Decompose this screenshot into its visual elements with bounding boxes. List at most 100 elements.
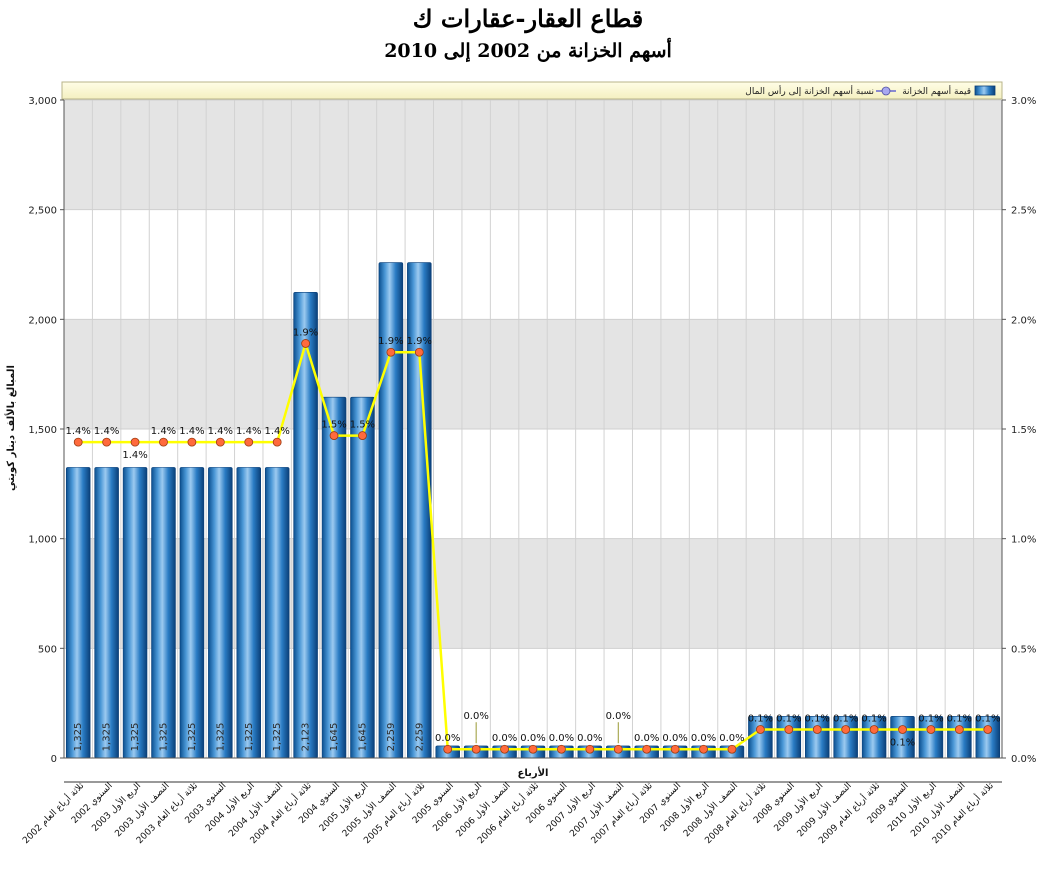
bar-value-label: 1,325 (130, 723, 141, 752)
x-tick-label: الربع الأول 2010 (885, 780, 939, 834)
y-tick-label: 2,500 (28, 206, 57, 217)
line-marker (841, 725, 851, 734)
line-marker (784, 725, 794, 734)
y-tick-label: 2,000 (28, 315, 57, 326)
line-value-label: 0.1% (748, 713, 773, 724)
y-tick-label: 500 (38, 644, 57, 655)
x-tick-label: الربع الأول 2006 (430, 780, 484, 834)
chart-title: قطاع العقار-عقارات ك (412, 4, 644, 33)
bar (236, 467, 261, 759)
line-marker (73, 437, 83, 447)
line-marker (102, 437, 112, 447)
y-tick-label: 1,000 (28, 535, 57, 546)
bar (350, 396, 375, 759)
line-marker (187, 437, 197, 447)
line-marker (926, 725, 936, 734)
y2-tick-label: 0.5% (1011, 644, 1036, 655)
bar (321, 396, 347, 759)
line-value-label: 1.4% (122, 450, 147, 461)
line-marker (130, 437, 140, 447)
bar-value-label: 2,259 (386, 723, 397, 752)
line-marker (528, 744, 538, 754)
y-tick-label: 3,000 (28, 96, 57, 107)
line-marker (983, 725, 993, 734)
line-value-label: 0.1% (861, 713, 886, 724)
bar (94, 467, 119, 759)
bar (179, 467, 205, 759)
y2-tick-label: 1.0% (1011, 535, 1036, 546)
line-marker (386, 347, 396, 357)
bar-value-label: 1,325 (158, 723, 169, 752)
bar-value-label: 1,645 (357, 723, 368, 752)
line-value-label: 0.0% (634, 733, 659, 744)
line-value-label: 0.0% (719, 733, 744, 744)
line-marker (812, 725, 822, 734)
line-value-label: 1.4% (94, 426, 119, 437)
line-marker (727, 744, 737, 754)
y-tick-label: 1,500 (28, 425, 57, 436)
line-value-label: 0.0% (662, 733, 687, 744)
line-marker (329, 431, 339, 440)
line-marker (443, 744, 453, 754)
line-value-label: 0.0% (520, 733, 545, 744)
bar (208, 467, 233, 759)
line-value-label: 1.9% (378, 336, 403, 347)
line-value-label: 0.0% (577, 733, 602, 744)
line-marker (954, 725, 964, 734)
y2-tick-label: 2.0% (1011, 315, 1036, 326)
line-value-label: 1.4% (179, 426, 204, 437)
y2-tick-label: 1.5% (1011, 425, 1036, 436)
line-marker (471, 744, 481, 754)
line-value-label: 0.0% (691, 733, 716, 744)
line-marker (755, 725, 765, 734)
line-marker (244, 437, 254, 447)
line-marker (699, 744, 708, 754)
bar (122, 467, 148, 759)
line-value-label: 1.4% (236, 426, 261, 437)
x-tick-label: الربع الأول 2004 (203, 780, 257, 834)
line-value-label: 1.9% (293, 327, 318, 338)
legend-line-marker (881, 86, 891, 96)
line-value-label: 1.5% (321, 420, 346, 431)
legend: قيمة أسهم الخزانة نسبة أسهم الخزانة إلى … (61, 81, 1003, 100)
line-value-label: 0.0% (463, 711, 488, 722)
line-value-label: 0.1% (918, 713, 943, 724)
line-marker (557, 744, 566, 754)
line-value-label: 1.4% (264, 426, 289, 437)
line-marker (358, 431, 367, 440)
line-marker (670, 744, 680, 754)
bar (151, 467, 176, 759)
line-marker (215, 437, 225, 447)
line-value-label: 0.0% (492, 733, 517, 744)
x-tick-label: الربع الأول 2008 (657, 780, 711, 834)
grid-band (64, 319, 1002, 429)
line-value-label: 0.1% (890, 737, 915, 748)
y2-tick-label: 3.0% (1011, 96, 1036, 107)
line-value-label: 1.9% (407, 336, 432, 347)
y2-tick-label: 0.0% (1011, 754, 1036, 765)
x-tick-label: الربع الأول 2007 (544, 780, 598, 834)
legend-bar-swatch (974, 85, 996, 96)
bar-value-label: 1,325 (272, 723, 283, 752)
x-tick-label: الربع الأول 2005 (316, 780, 370, 834)
line-value-label: 0.0% (606, 711, 631, 722)
line-marker (159, 437, 168, 447)
line-value-label: 1.4% (208, 426, 233, 437)
line-value-label: 0.1% (975, 713, 1000, 724)
bar-value-label: 2,123 (301, 723, 312, 752)
chart-subtitle: أسهم الخزانة من 2002 إلى 2010 (384, 40, 672, 62)
x-axis-title: الأرباع (518, 766, 549, 779)
bar-value-label: 1,325 (73, 723, 84, 752)
y2-tick-label: 2.5% (1011, 206, 1036, 217)
legend-background (61, 81, 1003, 100)
bar-value-label: 2,259 (414, 723, 425, 752)
grid-band (64, 538, 1002, 649)
line-value-label: 0.1% (947, 713, 972, 724)
line-value-label: 0.1% (833, 713, 858, 724)
line-value-label: 1.4% (151, 426, 176, 437)
x-tick-label: الربع الأول 2009 (771, 780, 825, 834)
line-value-label: 1.5% (350, 420, 375, 431)
legend-line-label: نسبة أسهم الخزانة إلى رأس المال (745, 85, 874, 97)
line-marker (898, 725, 907, 734)
